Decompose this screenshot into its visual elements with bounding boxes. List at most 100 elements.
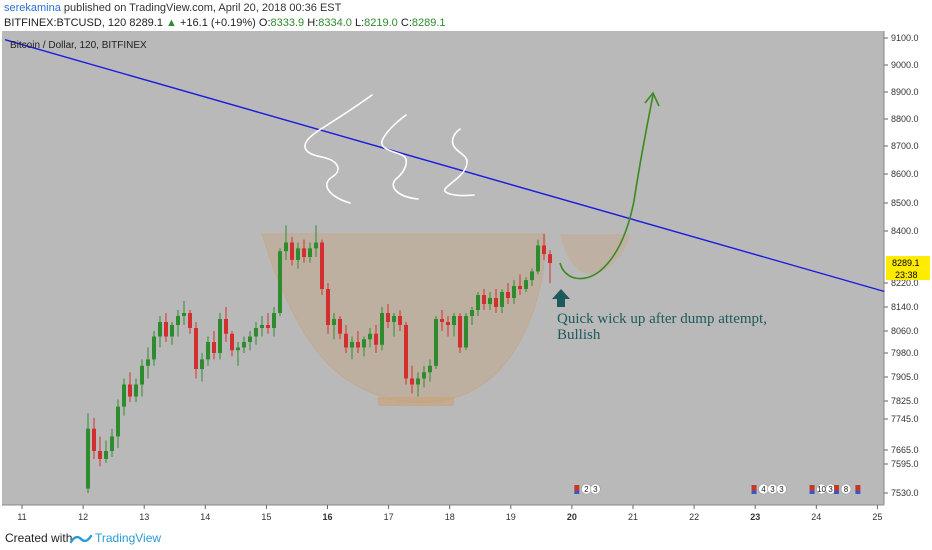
candle-body xyxy=(440,319,444,322)
cup-pattern xyxy=(261,233,630,406)
tradingview-brand-link[interactable]: TradingView xyxy=(95,531,162,545)
candle-body xyxy=(86,428,90,489)
candle-body xyxy=(428,365,432,373)
event-flag-icon xyxy=(855,491,861,494)
candle-body xyxy=(458,316,462,348)
time-tick-label: 16 xyxy=(322,512,332,522)
low-value: 8219.0 xyxy=(364,17,398,29)
candle-body xyxy=(278,251,282,313)
cup-base xyxy=(378,397,454,406)
candle-body xyxy=(218,319,222,353)
candle-body xyxy=(416,378,420,385)
candle-body xyxy=(500,292,504,307)
price-tick-label: 9000.0 xyxy=(891,60,919,70)
candle-body xyxy=(308,248,312,257)
close-label: C: xyxy=(400,17,412,29)
candle-body xyxy=(290,242,294,260)
candle-body xyxy=(284,242,288,252)
steam-squiggle xyxy=(381,114,419,200)
candle-body xyxy=(242,342,246,348)
event-flag-icon xyxy=(834,485,840,491)
event-badge xyxy=(776,483,787,495)
candle-body xyxy=(212,342,216,353)
candle-body xyxy=(134,384,138,397)
plot-area[interactable] xyxy=(2,31,884,505)
candle-body xyxy=(188,313,192,328)
candle-body xyxy=(476,295,480,310)
time-tick-label: 18 xyxy=(445,512,455,522)
candle-body xyxy=(254,328,258,337)
candle-body xyxy=(536,245,540,272)
candle-body xyxy=(98,451,102,459)
price-chart[interactable]: Quick wick up after dump attempt,Bullish… xyxy=(0,31,932,526)
countdown-label: 23:38 xyxy=(895,270,918,280)
candle-body xyxy=(362,339,366,348)
countdown-tag xyxy=(886,268,930,281)
candle-body xyxy=(410,378,414,385)
candle-body xyxy=(518,286,522,289)
price-tick-label: 8900.0 xyxy=(891,87,919,97)
event-badge-label: 10 xyxy=(817,485,826,494)
author-link[interactable]: serekamina xyxy=(4,2,61,14)
time-tick-label: 15 xyxy=(261,512,271,522)
candle-body xyxy=(266,325,270,328)
event-flag-icon xyxy=(809,485,815,491)
candle-body xyxy=(380,313,384,345)
candle-body xyxy=(494,298,498,307)
price-tick-label: 9100.0 xyxy=(891,33,919,43)
candle-body xyxy=(542,245,546,255)
candle-body xyxy=(128,384,132,397)
candle-body xyxy=(488,298,492,304)
event-badge xyxy=(840,483,852,495)
candle-body xyxy=(398,316,402,325)
candle-body xyxy=(434,319,438,366)
candle-body xyxy=(374,333,378,345)
event-badge-label: 3 xyxy=(593,485,598,494)
candle-body xyxy=(482,295,486,304)
price-tick-label: 7595.0 xyxy=(891,459,919,469)
time-tick-label: 20 xyxy=(567,512,577,522)
candle-body xyxy=(206,342,210,360)
candle-body xyxy=(446,322,450,325)
price-tick-label: 8400.0 xyxy=(891,226,919,236)
tradingview-logo-icon[interactable] xyxy=(70,532,92,546)
price-tick-label: 8600.0 xyxy=(891,169,919,179)
created-with-label: Created with xyxy=(5,531,73,545)
footer: Created with TradingView xyxy=(0,526,932,550)
candle-body xyxy=(260,325,264,328)
candle-body xyxy=(194,328,198,369)
price-tick-label: 8800.0 xyxy=(891,114,919,124)
candle-body xyxy=(314,242,318,249)
price-tick-label: 8140.0 xyxy=(891,302,919,312)
candle-body xyxy=(110,436,114,451)
price-ticks: 9100.0 9000.0 8900.0 8800.0 8700.0 8600.0 8500… xyxy=(884,33,930,498)
candle-body xyxy=(344,333,348,348)
candle-body xyxy=(200,359,204,369)
open-value: 8333.9 xyxy=(270,17,305,29)
time-tick-label: 25 xyxy=(872,512,882,522)
candle-body xyxy=(296,248,300,260)
price-tick-label: 8220.0 xyxy=(891,278,919,288)
price-tick-label: 8700.0 xyxy=(891,141,919,151)
time-tick-label: 22 xyxy=(689,512,699,522)
candle-body xyxy=(512,286,516,298)
candle-body xyxy=(452,316,456,325)
candle-body xyxy=(248,336,252,342)
low-label: L: xyxy=(354,17,365,29)
published-text: published on TradingView.com, April 20, … xyxy=(63,2,342,14)
price-tick-label: 7825.0 xyxy=(891,396,919,406)
candle-body xyxy=(272,313,276,328)
candle-body xyxy=(548,254,552,264)
time-tick-label: 21 xyxy=(628,512,638,522)
current-price-label: 8289.1 xyxy=(892,258,920,268)
publish-info: serekamina published on TradingView.com,… xyxy=(4,2,341,14)
time-tick-label: 13 xyxy=(139,512,149,522)
event-flag-icon xyxy=(855,485,861,491)
drawings: Quick wick up after dump attempt,Bullish… xyxy=(4,39,885,495)
open-label: O: xyxy=(258,17,271,29)
candle-body xyxy=(320,242,324,289)
up-arrow-icon: ▲ xyxy=(166,17,177,29)
event-badge-label: 3 xyxy=(828,485,833,494)
time-axis[interactable] xyxy=(2,505,932,526)
event-flag-icon xyxy=(751,491,757,494)
